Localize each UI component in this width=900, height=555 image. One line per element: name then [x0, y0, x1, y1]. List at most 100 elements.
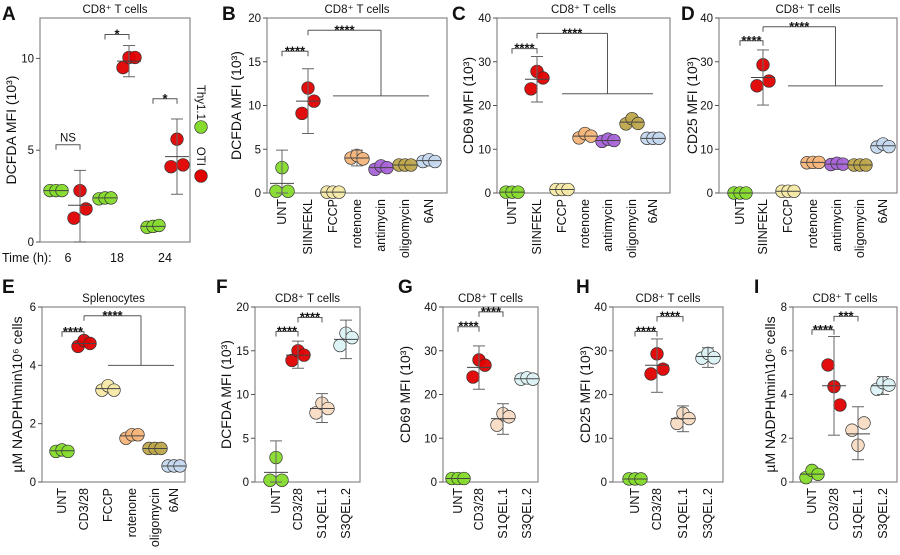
group-rotenone	[572, 126, 598, 145]
x-tick-label: S3QEL.2	[701, 488, 715, 539]
significance-bracket: NS	[55, 133, 81, 150]
significance-label: ****	[813, 322, 834, 337]
bracket-line	[297, 317, 323, 323]
y-tick-label: 20	[248, 13, 261, 25]
group-s1qel-1	[490, 403, 516, 435]
data-point	[762, 74, 776, 88]
panel-letter: F	[216, 277, 228, 298]
data-point	[152, 218, 166, 233]
significance-label: ****	[660, 309, 681, 324]
y-tick-label: 10	[248, 101, 261, 113]
x-tick-label: 6	[65, 251, 72, 265]
y-axis-label: µM NADPH\min\10⁶ cells	[762, 316, 778, 472]
data-point	[263, 473, 277, 487]
legend-label: Thy1.1	[194, 85, 206, 120]
y-tick-label: 15	[236, 346, 249, 358]
y-tick-label: 8	[781, 302, 787, 314]
x-tick-label: S3QEL.2	[876, 488, 890, 539]
x-tick-label: UNT	[733, 199, 747, 225]
significance-label: ****	[277, 324, 298, 339]
group-antimycin	[824, 156, 850, 172]
significance-bracket: *	[152, 91, 178, 106]
data-point	[490, 418, 504, 432]
group-antimycin	[368, 159, 394, 177]
panel-title: Splenocytes	[82, 293, 145, 305]
y-tick-label: 15	[248, 57, 261, 69]
significance-bracket: ****	[307, 22, 429, 97]
y-tick-label: 6	[30, 302, 36, 314]
group-6an	[870, 137, 896, 154]
panel-letter: A	[2, 4, 16, 25]
x-tick-label: S3QEL.2	[520, 488, 534, 539]
group-unt	[499, 185, 525, 199]
data-point	[61, 444, 75, 459]
significance-bracket: ****	[275, 324, 299, 339]
panel-letter: G	[398, 277, 413, 298]
group-cd3-28	[71, 333, 97, 354]
y-tick-label: 10	[21, 53, 34, 65]
data-point	[131, 428, 145, 442]
bracket-line	[739, 40, 764, 46]
panel-g: G CD8⁺ T cells 0 10 20 30 40 CD69 MFI (10³) UNT C…	[397, 277, 540, 539]
group-cd3-28	[644, 338, 670, 393]
group-s1qel-1	[845, 406, 871, 461]
panel-letter: D	[681, 4, 695, 25]
y-tick-label: 4	[30, 360, 37, 372]
bracket-line	[457, 326, 480, 332]
significance-label: *	[162, 91, 168, 106]
y-tick-label: 5	[243, 433, 249, 445]
y-tick-label: 5	[255, 144, 261, 156]
x-tick-label: CD3/28	[650, 488, 664, 530]
x-tick-label: UNT	[55, 488, 69, 514]
significance-bracket: ****	[634, 324, 658, 339]
group-6	[43, 183, 69, 198]
group-18	[116, 45, 142, 78]
group-s3qel-2	[333, 319, 359, 360]
significance-bracket: ****	[83, 308, 174, 366]
panel-c: C CD8⁺ T cells 0 10 20 30 40 CD69 MFI (10³) UNT S…	[452, 4, 671, 258]
significance-bracket: ***	[833, 308, 859, 323]
y-axis-label: CD69 MFI (10³)	[397, 346, 413, 443]
y-axis-label: CD69 MFI (10³)	[460, 57, 476, 154]
bracket-line	[634, 331, 658, 337]
significance-bracket: ****	[478, 304, 504, 319]
significance-bracket: ****	[61, 324, 85, 339]
x-tick-label: CD3/28	[472, 488, 486, 530]
y-tick-label: 0	[28, 237, 34, 249]
data-point	[333, 338, 347, 353]
y-tick-label: 10	[424, 433, 437, 445]
group-6an	[640, 131, 666, 145]
x-tick-label: 6AN	[646, 199, 660, 223]
y-tick-label: 20	[594, 390, 607, 402]
significance-bracket: ****	[536, 25, 653, 95]
y-tick-label: 2	[781, 433, 787, 445]
group-s1qel-1	[670, 405, 696, 433]
group-s3qel-2	[870, 376, 896, 396]
y-tick-label: 0	[781, 477, 787, 489]
significance-label: ****	[102, 308, 123, 323]
significance-bracket: ****	[739, 33, 764, 48]
data-point	[356, 152, 370, 166]
significance-bracket: ****	[511, 41, 538, 56]
panel-b: B CD8⁺ T cells 0 5 10 15 20 DCFDA MFI (10³) UNT S…	[222, 4, 448, 258]
significance-label: ****	[789, 19, 810, 34]
y-axis-label: µM NADPH\min\10⁶ cells	[9, 316, 25, 472]
data-point	[644, 367, 658, 381]
panel-letter: E	[2, 277, 15, 298]
x-tick-label: rotenone	[578, 199, 592, 248]
panel-d: D CD8⁺ T cells 0 10 20 30 40 CD25 MFI (10³) UNT S…	[681, 4, 898, 258]
y-axis-label: DCFDA MFI (10³)	[228, 51, 244, 160]
significance-label: ****	[334, 22, 355, 37]
y-tick-label: 40	[700, 13, 713, 25]
data-point	[79, 202, 93, 216]
group-cd3-28	[285, 340, 311, 369]
y-tick-label: 0	[243, 477, 249, 489]
data-point	[295, 106, 309, 121]
bracket-line	[281, 50, 309, 57]
data-point	[164, 160, 178, 174]
x-tick-label: FCCP	[555, 199, 569, 233]
data-point	[478, 358, 492, 372]
panel-e: E Splenocytes 0 2 4 6 µM NADPH\min\10⁶ cells UN…	[2, 277, 187, 547]
x-tick-label: rotenone	[125, 488, 139, 537]
y-tick-label: 20	[424, 390, 437, 402]
